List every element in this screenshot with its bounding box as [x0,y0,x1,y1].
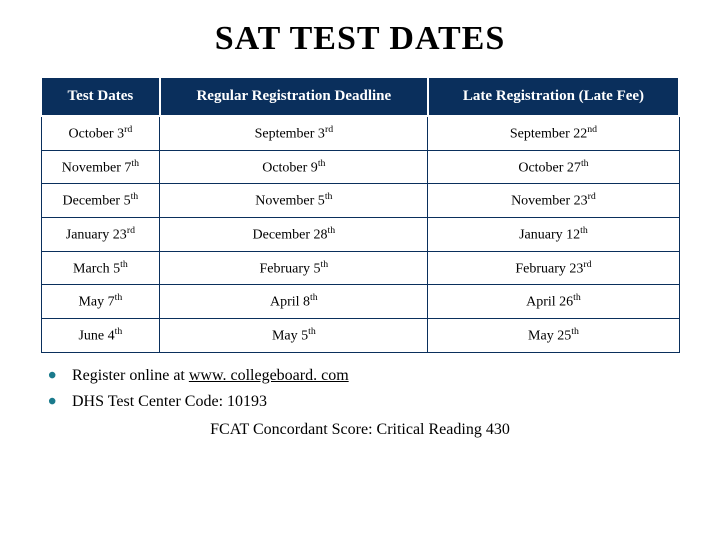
table-cell: February 23rd [428,251,679,285]
ordinal-suffix: th [573,292,581,303]
ordinal-suffix: nd [587,124,597,135]
cell-text: December 28 [253,228,328,243]
table-row: June 4thMay 5thMay 25th [41,318,679,352]
cell-text: December 5 [63,194,131,209]
cell-text: November 7 [62,160,132,175]
table-cell: November 7th [41,150,160,184]
table-cell: December 5th [41,184,160,218]
table-row: October 3rdSeptember 3rdSeptember 22nd [41,116,679,150]
table-cell: November 5th [160,184,428,218]
table-cell: April 8th [160,285,428,319]
ordinal-suffix: th [115,326,123,337]
table-cell: March 5th [41,251,160,285]
ordinal-suffix: rd [127,225,135,236]
table-row: March 5thFebruary 5thFebruary 23rd [41,251,679,285]
test-dates-table: Test Dates Regular Registration Deadline… [40,76,680,353]
ordinal-suffix: th [131,158,139,169]
cell-text: October 3 [69,127,125,142]
ordinal-suffix: th [325,191,333,202]
ordinal-suffix: th [580,225,588,236]
table-row: December 5thNovember 5thNovember 23rd [41,184,679,218]
cell-text: January 12 [519,228,580,243]
ordinal-suffix: th [581,158,589,169]
col-header-test-dates: Test Dates [41,77,160,116]
ordinal-suffix: th [131,191,139,202]
bullet-list: Register online at www. collegeboard. co… [40,367,680,411]
ordinal-suffix: th [328,225,336,236]
col-header-late: Late Registration (Late Fee) [428,77,679,116]
ordinal-suffix: th [318,158,326,169]
ordinal-suffix: th [308,326,316,337]
cell-text: May 7 [78,295,114,310]
table-cell: May 5th [160,318,428,352]
table-cell: September 22nd [428,116,679,150]
table-cell: June 4th [41,318,160,352]
cell-text: May 25 [528,329,571,344]
ordinal-suffix: th [571,326,579,337]
ordinal-suffix: rd [124,124,132,135]
cell-text: March 5 [73,261,120,276]
table-cell: April 26th [428,285,679,319]
ordinal-suffix: th [310,292,318,303]
cell-text: January 23 [66,228,127,243]
table-body: October 3rdSeptember 3rdSeptember 22ndNo… [41,116,679,352]
cell-text: April 26 [526,295,573,310]
bullet-register-prefix: Register online at [72,367,189,384]
bullet-register: Register online at www. collegeboard. co… [48,367,680,385]
table-cell: January 23rd [41,217,160,251]
collegeboard-link[interactable]: www. collegeboard. com [189,367,349,384]
page-title: SAT TEST DATES [40,20,680,58]
ordinal-suffix: rd [588,191,596,202]
cell-text: September 22 [510,127,587,142]
cell-text: November 23 [511,194,588,209]
table-row: January 23rdDecember 28thJanuary 12th [41,217,679,251]
ordinal-suffix: rd [325,124,333,135]
ordinal-suffix: th [120,259,128,270]
cell-text: September 3 [255,127,325,142]
table-cell: October 27th [428,150,679,184]
cell-text: February 23 [515,261,583,276]
table-cell: October 3rd [41,116,160,150]
cell-text: October 9 [262,160,318,175]
table-cell: January 12th [428,217,679,251]
bullet-center-code: DHS Test Center Code: 10193 [48,393,680,411]
table-row: May 7thApril 8thApril 26th [41,285,679,319]
ordinal-suffix: th [321,259,329,270]
cell-text: May 5 [272,329,308,344]
table-cell: May 25th [428,318,679,352]
footer-note: FCAT Concordant Score: Critical Reading … [40,421,680,439]
col-header-regular: Regular Registration Deadline [160,77,428,116]
table-cell: December 28th [160,217,428,251]
table-cell: September 3rd [160,116,428,150]
cell-text: February 5 [260,261,321,276]
ordinal-suffix: rd [583,259,591,270]
ordinal-suffix: th [115,292,123,303]
table-cell: May 7th [41,285,160,319]
table-row: November 7thOctober 9thOctober 27th [41,150,679,184]
table-cell: October 9th [160,150,428,184]
cell-text: June 4 [78,329,114,344]
cell-text: October 27 [518,160,581,175]
table-header-row: Test Dates Regular Registration Deadline… [41,77,679,116]
table-cell: November 23rd [428,184,679,218]
cell-text: April 8 [270,295,310,310]
table-cell: February 5th [160,251,428,285]
cell-text: November 5 [255,194,325,209]
